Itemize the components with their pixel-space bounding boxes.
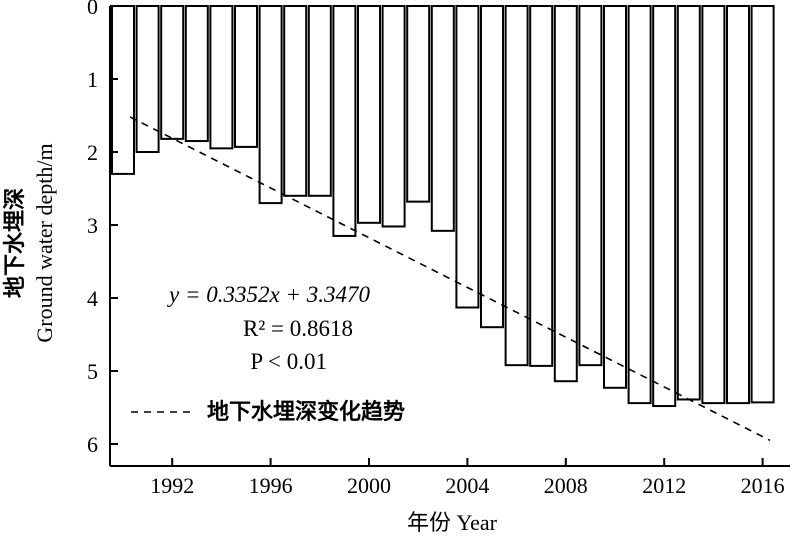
legend-label: 地下水埋深变化趋势 [207,399,405,425]
bar-1997 [283,5,308,197]
bar-2015 [726,5,750,405]
bar-1990 [111,5,135,175]
x-tick-label-1996: 1996 [249,473,293,498]
bar-1993 [184,5,209,143]
r-squared: R² = 0.8618 [243,316,353,341]
y-tick-label-5: 5 [87,359,98,384]
y-tick-label-4: 4 [87,286,98,311]
bar-2002 [406,5,431,203]
y-axis-title-cn: 地下水埋深 [2,188,27,298]
x-tick-label-1992: 1992 [150,473,194,498]
y-tick-label-2: 2 [87,140,98,165]
bar-2005 [480,5,504,329]
bar-2008 [553,5,578,383]
p-value: P < 0.01 [250,349,327,374]
bar-1994 [209,5,234,150]
bar-2009 [578,5,603,367]
bar-1998 [307,5,332,197]
bar-2001 [381,5,406,228]
bar-2007 [529,5,554,367]
bar-1999 [332,5,357,237]
axes-layer: 0 1 2 3 4 5 6 1992 1996 2000 2004 2008 2012 2016 [87,0,790,498]
y-tick-label-1: 1 [87,67,98,92]
trend-line [129,116,771,442]
bar-1991 [135,5,160,153]
x-axis-title: 年份 Year [407,510,498,535]
y-tick-label-0: 0 [87,0,98,19]
bar-2003 [430,5,455,232]
bars-layer [111,5,775,408]
y-tick-label-6: 6 [87,432,98,457]
x-tick-label-2008: 2008 [544,473,588,498]
bar-2014 [701,5,726,405]
bar-1995 [234,5,258,148]
bar-2010 [603,5,627,389]
bar-2016 [750,5,775,404]
bar-2004 [455,5,480,309]
bar-1992 [160,5,185,140]
y-axis-title-en: Ground water depth/m [32,143,57,342]
bar-1996 [258,5,283,205]
bar-2006 [504,5,529,367]
x-tick-label-2012: 2012 [642,473,686,498]
bar-2011 [627,5,652,405]
x-tick-label-2016: 2016 [741,473,785,498]
x-tick-label-2000: 2000 [347,473,391,498]
x-tick-label-2004: 2004 [445,473,489,498]
regression-equation: y = 0.3352x + 3.3470 [167,282,370,307]
bar-2012 [652,5,677,408]
bar-2000 [357,5,381,224]
bar-2013 [676,5,701,401]
y-tick-label-3: 3 [87,213,98,238]
